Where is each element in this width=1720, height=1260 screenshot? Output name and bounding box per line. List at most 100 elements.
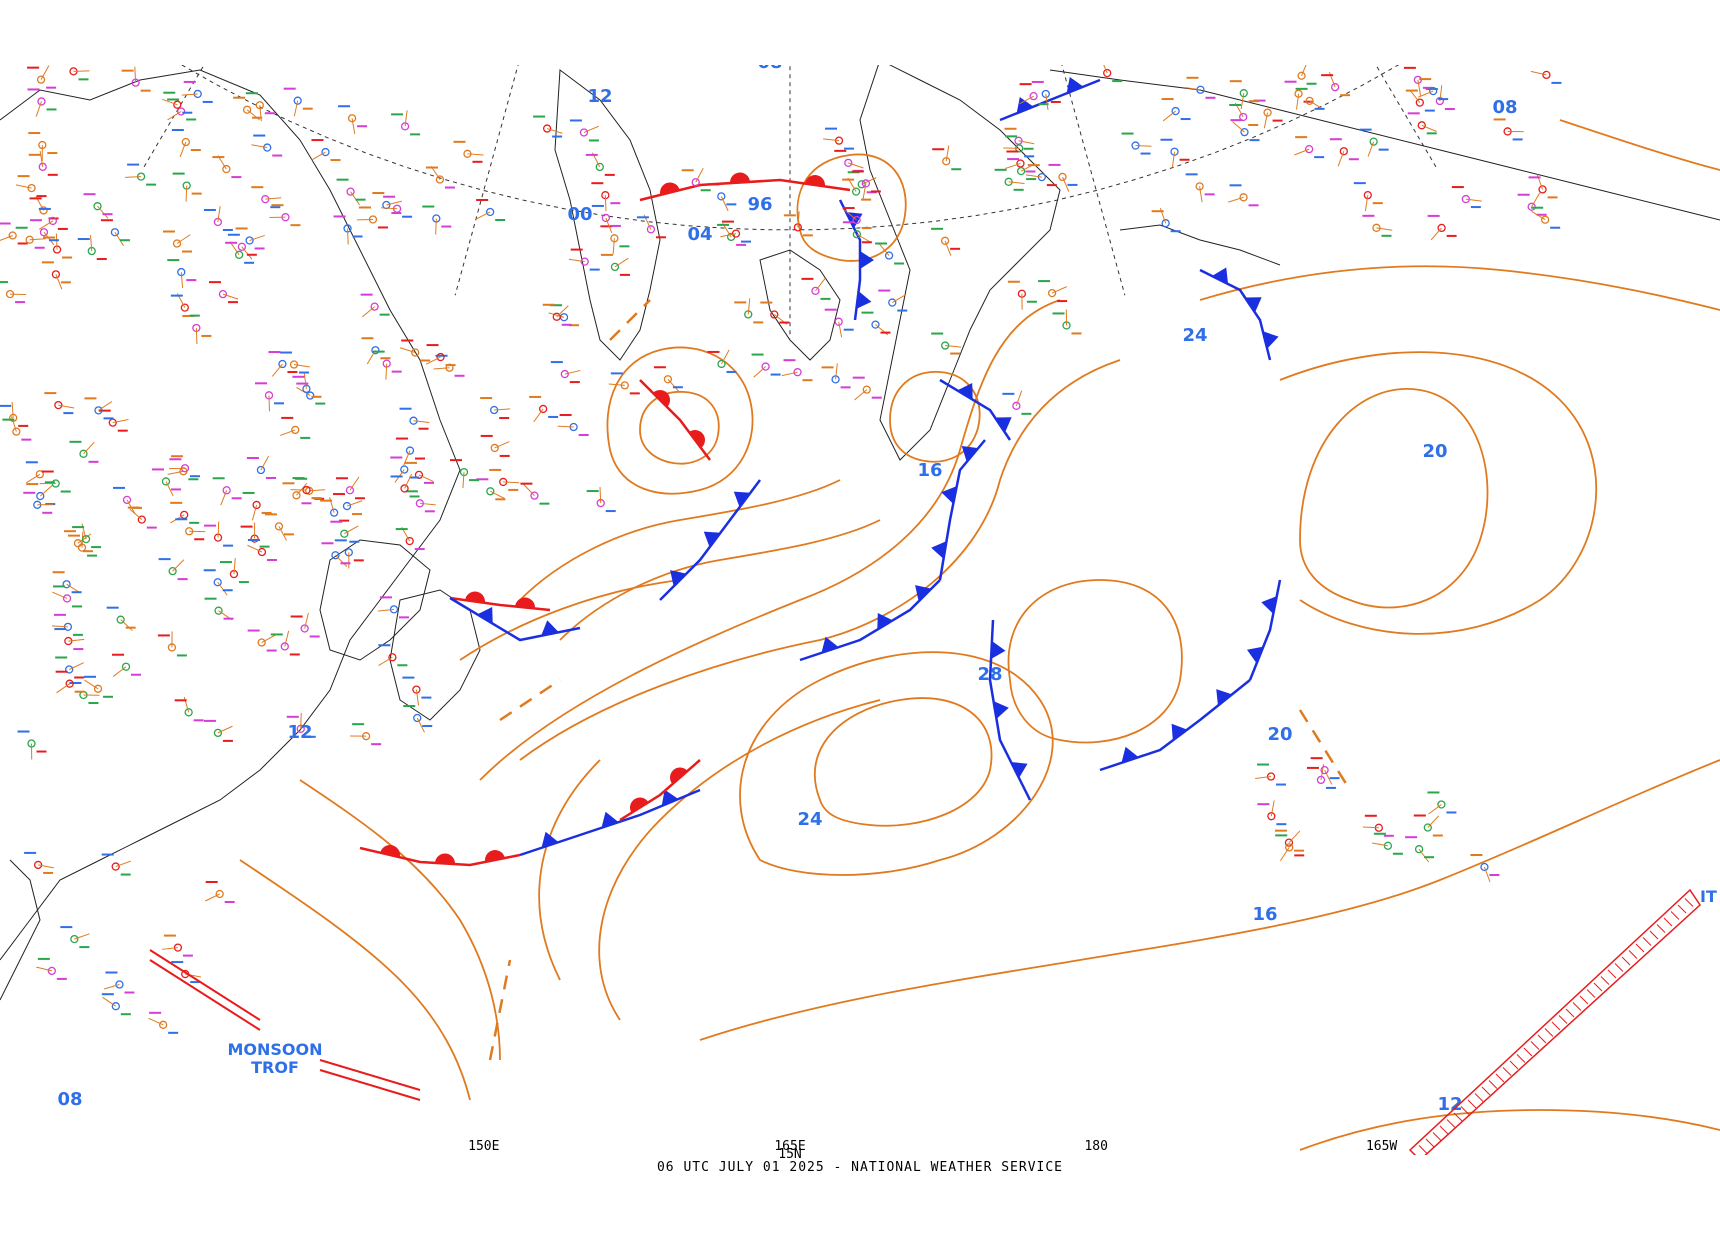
station-tick [224, 900, 235, 903]
station-plot [1531, 206, 1561, 229]
station-tick [1405, 836, 1418, 839]
station-tick [264, 513, 277, 516]
station-circle [413, 713, 422, 723]
station-plot [1295, 87, 1325, 110]
station-tick [53, 613, 66, 616]
station-plot [1427, 214, 1457, 241]
station-plot [268, 351, 298, 377]
station-tick [29, 219, 42, 222]
station-circle [1285, 843, 1294, 852]
itcz-hatch [1579, 995, 1589, 1005]
wind-barb [378, 656, 393, 666]
wind-barb [0, 235, 13, 241]
station-plot [1052, 309, 1082, 335]
station-circle [215, 889, 224, 899]
station-tick [281, 416, 294, 419]
station-tick [1359, 128, 1372, 131]
station-tick [1392, 852, 1403, 855]
wind-barb [1418, 90, 1434, 98]
station-tick [422, 205, 435, 208]
station-tick [0, 281, 9, 284]
wind-barb [217, 206, 221, 223]
wind-barb [362, 306, 375, 318]
station-tick [131, 673, 142, 676]
station-plot [422, 205, 452, 235]
station-tick [244, 261, 255, 264]
station-plot [378, 596, 409, 619]
station-circle [717, 359, 726, 369]
station-plot [1257, 800, 1287, 826]
cold-front-pip [541, 831, 559, 848]
station-plot [781, 359, 813, 382]
station-tick [360, 293, 373, 296]
wind-barb [583, 125, 599, 133]
station-tick [18, 424, 29, 427]
wind-barb [797, 211, 800, 228]
station-tick [399, 407, 412, 410]
wind-barb [58, 404, 75, 409]
station-tick [444, 186, 455, 189]
station-tick [315, 402, 326, 405]
itcz-hatch [1418, 1145, 1428, 1154]
cold-front-pip [941, 486, 957, 504]
lat-lon-grid [142, 65, 1438, 339]
station-plot [591, 204, 621, 233]
station-tick [252, 116, 263, 119]
coastline [554, 69, 661, 361]
wind-barb [247, 544, 263, 553]
station-plot [931, 227, 961, 256]
station-tick [734, 301, 747, 304]
station-tick [231, 497, 242, 500]
wind-barb [720, 233, 737, 238]
cold-front-pip [877, 612, 893, 630]
station-tick [422, 725, 433, 728]
station-tick [1021, 412, 1032, 415]
station-tick [395, 437, 408, 440]
station-tick [1031, 80, 1044, 83]
station-circle [1540, 215, 1550, 224]
wind-barb [103, 984, 120, 990]
cold-front-pip [821, 636, 839, 653]
wind-barb [97, 205, 109, 219]
station-tick [227, 233, 240, 236]
grid-label: 15N [778, 1147, 801, 1162]
itcz-hatch [1432, 1132, 1442, 1141]
station-plot [1007, 280, 1037, 310]
wind-barb [944, 240, 952, 256]
wind-barb [1162, 110, 1176, 122]
station-circle [252, 500, 261, 510]
wind-barb [568, 258, 585, 263]
station-plot [23, 491, 54, 514]
station-circle [1415, 98, 1424, 107]
wind-barb [185, 185, 188, 202]
station-circle [1383, 841, 1393, 850]
station-circle [852, 230, 862, 239]
wind-barb [1294, 148, 1310, 156]
station-circle [300, 624, 309, 633]
wind-barb [271, 363, 283, 377]
station-tick [391, 370, 402, 373]
wind-barb [126, 499, 136, 515]
station-circle [595, 162, 604, 172]
station-tick [1294, 854, 1305, 857]
wind-barb [1228, 196, 1244, 203]
station-tick [202, 100, 213, 103]
station-tick [113, 486, 126, 489]
station-plot [334, 539, 364, 569]
wind-barb [599, 487, 602, 504]
station-circle [1538, 185, 1547, 194]
station-tick [98, 409, 111, 412]
station-tick [1248, 204, 1259, 207]
wind-barb [604, 195, 607, 212]
isobar-value: 12 [1437, 1094, 1462, 1115]
itcz-hatch [1523, 1047, 1533, 1057]
station-tick [349, 540, 360, 543]
station-circle [1330, 83, 1340, 92]
station-tick [238, 581, 249, 584]
station-circle [862, 385, 871, 394]
wind-barb [605, 217, 613, 233]
monsoon-trough-line [149, 949, 261, 1031]
station-tick [377, 226, 388, 229]
wind-barb [68, 638, 85, 642]
station-plot [55, 656, 85, 679]
